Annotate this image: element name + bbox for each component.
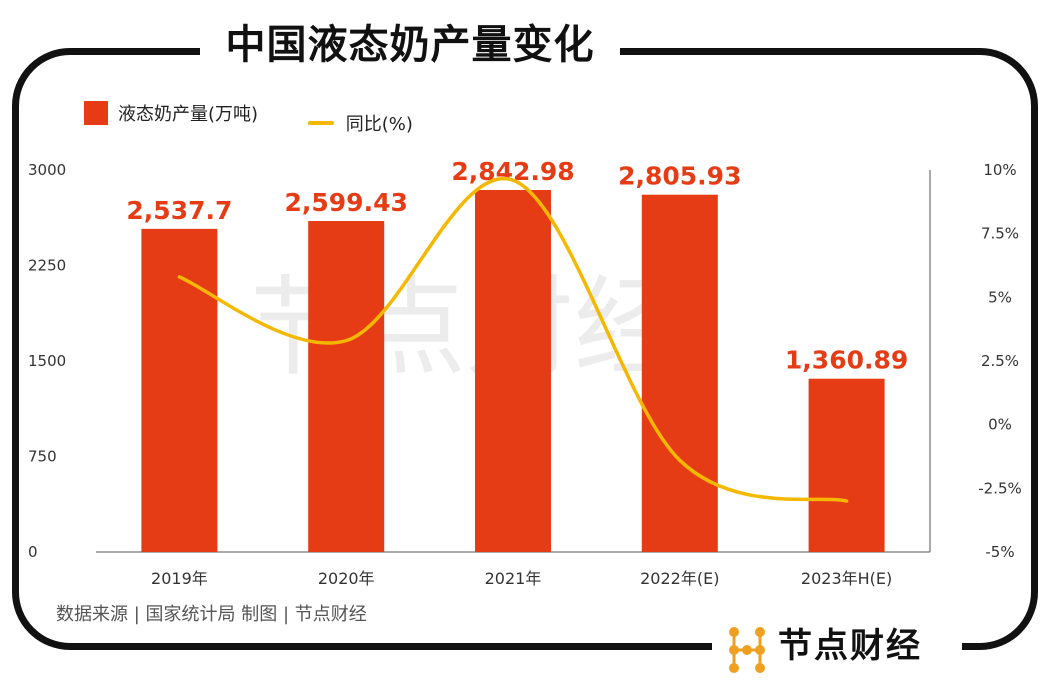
y-right-tick-label: 2.5% [981, 352, 1019, 370]
bar-data-label: 2,537.7 [126, 196, 232, 225]
y-left-tick-label: 750 [28, 448, 57, 466]
y-right-tick-label: -2.5% [978, 479, 1022, 497]
x-tick-label: 2022年(E) [640, 569, 719, 588]
bar-3 [642, 195, 718, 552]
bar-2 [475, 190, 551, 552]
y-left-tick-label: 1500 [28, 352, 66, 370]
y-right-tick-label: 7.5% [981, 225, 1019, 243]
y-left-tick-label: 0 [28, 543, 38, 561]
bar-data-label: 2,599.43 [285, 188, 408, 217]
x-tick-label: 2021年 [485, 569, 542, 588]
y-right-tick-label: 0% [988, 416, 1012, 434]
source-note: 数据来源 | 国家统计局 制图 | 节点财经 [56, 600, 367, 626]
bar-data-label: 2,805.93 [618, 162, 741, 191]
y-left-tick-label: 2250 [28, 257, 66, 275]
bar-4 [809, 379, 885, 552]
x-tick-label: 2023年H(E) [801, 569, 892, 588]
x-tick-label: 2020年 [318, 569, 375, 588]
bar-1 [308, 221, 384, 552]
y-left-tick-label: 3000 [28, 161, 66, 179]
bar-data-label: 1,360.89 [785, 346, 908, 375]
y-right-tick-label: -5% [985, 543, 1014, 561]
brand-name: 节点财经 [778, 624, 922, 668]
brand-dots-icon [720, 620, 780, 680]
y-right-tick-label: 10% [983, 161, 1016, 179]
x-tick-label: 2019年 [151, 569, 208, 588]
brand-logo: 节点财经 [712, 616, 962, 678]
y-right-tick-label: 5% [988, 288, 1012, 306]
